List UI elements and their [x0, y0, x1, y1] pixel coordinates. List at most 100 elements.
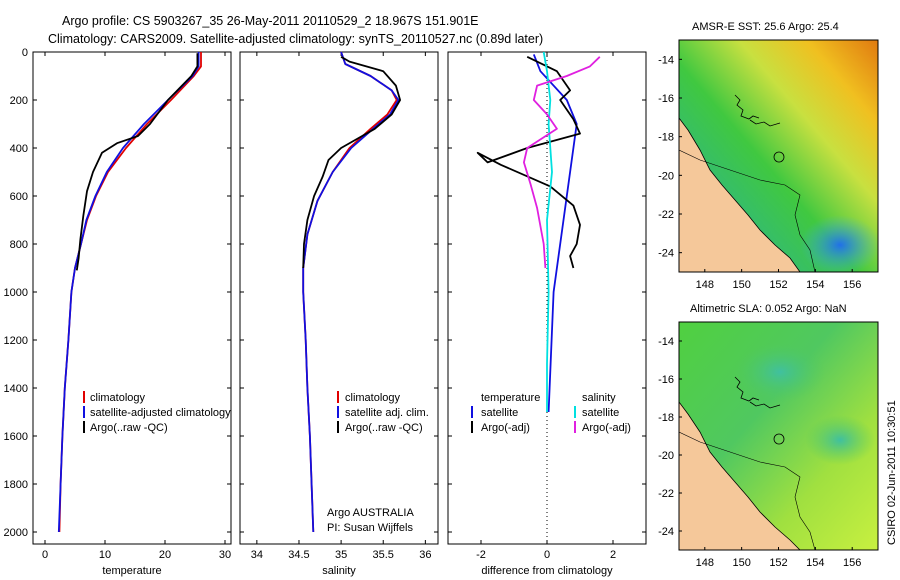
map-y-tick-label: -22 — [658, 209, 674, 221]
y-tick-label: 800 — [10, 239, 28, 251]
temperature-legend: climatology satellite-adjusted climatolo… — [83, 391, 231, 434]
plot-frame — [239, 51, 439, 545]
map-y-tick-label: -14 — [658, 336, 674, 348]
x-tick-label: 20 — [159, 549, 171, 561]
legend-label-argo: Argo(..raw -QC) — [345, 422, 423, 434]
map-x-tick-label: 148 — [696, 557, 714, 569]
x-tick-label: -2 — [476, 549, 486, 561]
x-tick-label: 35 — [335, 549, 347, 561]
sla-coastline — [679, 401, 801, 550]
plot-frame — [32, 51, 232, 545]
salinity-annotation-pi: PI: Susan Wijffels — [327, 522, 413, 534]
map-y-tick-label: -14 — [658, 54, 674, 66]
series-line-temperature-argo-adj — [476, 55, 581, 269]
series-line-satellite-adj-clim — [302, 51, 400, 533]
series-line-salinity-argo-adj — [523, 56, 601, 269]
x-tick-label: 0 — [544, 549, 550, 561]
sla-blob — [735, 342, 825, 402]
x-tick-label: 0 — [42, 549, 48, 561]
figure-subtitle: Climatology: CARS2009. Satellite-adjuste… — [48, 32, 543, 46]
sla-blob — [805, 415, 875, 465]
x-axis-label: salinity — [322, 565, 356, 577]
legend-label-temp-argo: Argo(-adj) — [481, 422, 530, 434]
map-y-tick-label: -24 — [658, 248, 674, 260]
salinity-profile-panel: 34 34.5 35 35.5 36 salinity — [239, 51, 439, 577]
legend-heading-temperature: temperature — [481, 392, 540, 404]
map-x-tick-label: 150 — [732, 279, 750, 291]
y-tick-label: 2000 — [4, 527, 28, 539]
map-x-tick-label: 154 — [806, 557, 824, 569]
difference-profile-panel: -2 0 2 difference from climatology — [447, 51, 647, 577]
map-y-tick-label: -24 — [658, 526, 674, 538]
map-x-tick-label: 156 — [843, 557, 861, 569]
difference-legend: temperature satellite Argo(-adj) salinit… — [471, 392, 631, 434]
sla-map-axes: 148 150 152 154 156 -14 -16 -18 -20 -22 -24 — [658, 336, 861, 569]
x-tick-label: 2 — [610, 549, 616, 561]
legend-label-temp-satellite: satellite — [481, 407, 518, 419]
sst-map-title: AMSR-E SST: 25.6 Argo: 25.4 — [692, 21, 839, 33]
legend-label-satellite: satellite adj. clim. — [345, 407, 429, 419]
x-tick-label: 30 — [219, 549, 231, 561]
map-x-tick-label: 152 — [769, 557, 787, 569]
sla-reef-outline — [773, 433, 785, 445]
x-tick-label: 35.5 — [373, 549, 394, 561]
legend-label-satellite: satellite-adjusted climatology — [90, 407, 231, 419]
plot-frame — [447, 51, 647, 545]
x-tick-label: 10 — [99, 549, 111, 561]
y-tick-label: 0 — [22, 47, 28, 59]
sst-shelf-contour — [679, 149, 816, 272]
x-axis-label: difference from climatology — [481, 565, 613, 577]
map-y-tick-label: -16 — [658, 93, 674, 105]
sst-reef-outline — [773, 151, 785, 163]
map-y-tick-label: -22 — [658, 488, 674, 500]
y-tick-label: 1000 — [4, 287, 28, 299]
map-y-tick-label: -20 — [658, 170, 674, 182]
map-x-tick-label: 154 — [806, 279, 824, 291]
sst-map — [679, 40, 878, 272]
map-y-tick-label: -18 — [658, 132, 674, 144]
legend-label-climatology: climatology — [345, 392, 401, 404]
sla-map-title: Altimetric SLA: 0.052 Argo: NaN — [690, 303, 847, 315]
sla-shelf-contour — [679, 431, 816, 550]
x-tick-label: 36 — [419, 549, 431, 561]
y-tick-label: 1800 — [4, 479, 28, 491]
sla-land — [679, 402, 800, 550]
sla-reef-outline — [734, 376, 781, 409]
y-tick-label: 200 — [10, 95, 28, 107]
map-x-tick-label: 148 — [696, 279, 714, 291]
y-tick-label: 1200 — [4, 335, 28, 347]
map-x-tick-label: 150 — [732, 557, 750, 569]
series-line-salinity-satellite — [542, 51, 553, 412]
legend-label-sal-argo: Argo(-adj) — [582, 422, 631, 434]
x-axis-label: temperature — [102, 565, 161, 577]
y-tick-label: 400 — [10, 143, 28, 155]
map-y-tick-label: -20 — [658, 450, 674, 462]
sst-cool-patch — [800, 215, 878, 272]
y-tick-label: 1600 — [4, 431, 28, 443]
figure-title: Argo profile: CS 5903267_35 26-May-2011 … — [62, 14, 479, 28]
sst-land — [679, 118, 800, 272]
x-tick-label: 34 — [251, 549, 263, 561]
map-y-tick-label: -16 — [658, 374, 674, 386]
sst-map-axes: 148 150 152 154 156 -14 -16 -18 -20 -22 -24 — [658, 54, 861, 291]
y-tick-label: 600 — [10, 191, 28, 203]
legend-label-argo: Argo(..raw -QC) — [90, 422, 168, 434]
map-x-tick-label: 152 — [769, 279, 787, 291]
temperature-profile-panel: 0 10 20 30 temperature 0 200 400 600 800 1000 1200 1… — [4, 47, 232, 577]
sla-map — [679, 322, 878, 550]
y-tick-label: 1400 — [4, 383, 28, 395]
x-tick-label: 34.5 — [288, 549, 309, 561]
legend-heading-salinity: salinity — [582, 392, 616, 404]
series-line-argo-raw-qc — [302, 56, 402, 269]
side-timestamp: CSIRO 02-Jun-2011 10:30:51 — [886, 400, 898, 545]
legend-label-climatology: climatology — [90, 392, 146, 404]
legend-label-sal-satellite: satellite — [582, 407, 619, 419]
map-y-tick-label: -18 — [658, 412, 674, 424]
series-line-argo-raw-qc — [75, 53, 199, 271]
sst-coastline — [679, 117, 801, 272]
salinity-annotation-institution: Argo AUSTRALIA — [327, 507, 414, 519]
salinity-legend: climatology satellite adj. clim. Argo(..… — [327, 391, 429, 534]
map-x-tick-label: 156 — [843, 279, 861, 291]
sst-reef-outline — [734, 94, 781, 127]
